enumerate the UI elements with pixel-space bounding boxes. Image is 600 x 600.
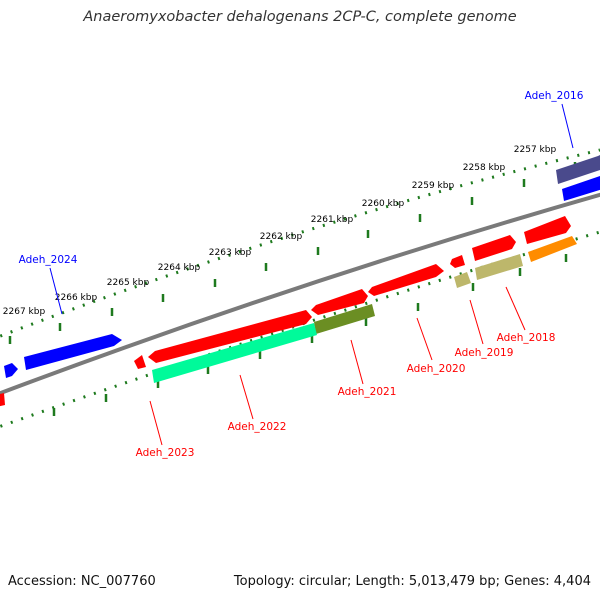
leader-Adeh_2024 <box>49 267 63 315</box>
leader-Adeh_2021 <box>350 339 364 385</box>
gene-small-blue-left[interactable] <box>4 363 18 378</box>
tick-label-2261: 2261 kbp <box>311 215 354 225</box>
tick-label-2262: 2262 kbp <box>260 232 303 242</box>
gene-red-3[interactable] <box>450 255 465 268</box>
gene-red-5[interactable] <box>311 289 368 315</box>
tick-labels: 2257 kbp 2258 kbp 2259 kbp 2260 kbp 2261 kbp… <box>3 145 557 317</box>
label-Adeh_2024: Adeh_2024 <box>19 254 78 266</box>
upper-major-ticks <box>8 162 577 344</box>
gene-Adeh_2024[interactable] <box>24 334 122 370</box>
tick-label-2264: 2264 kbp <box>158 263 201 273</box>
leader-Adeh_2022 <box>239 374 254 420</box>
tick-label-2267: 2267 kbp <box>3 307 46 317</box>
leader-Adeh_2016 <box>561 103 574 149</box>
gene-Adeh_2018[interactable] <box>528 236 577 262</box>
gene-red-edge-left[interactable] <box>0 393 5 407</box>
gene-top-strand-far-right[interactable] <box>556 152 600 184</box>
tick-label-2258: 2258 kbp <box>463 163 506 173</box>
tick-label-2266: 2266 kbp <box>55 293 98 303</box>
gene-Adeh_2019[interactable] <box>475 254 523 280</box>
label-Adeh_2020: Adeh_2020 <box>407 363 466 375</box>
gene-small-khaki[interactable] <box>454 272 471 288</box>
leader-Adeh_2019 <box>469 299 484 345</box>
leader-Adeh_2020 <box>416 317 433 361</box>
gene-Adeh_2022[interactable] <box>152 323 317 383</box>
label-Adeh_2019: Adeh_2019 <box>455 347 514 359</box>
topology-text: Topology: circular; Length: 5,013,479 bp… <box>233 574 591 589</box>
accession-text: Accession: NC_007760 <box>8 574 156 589</box>
tick-label-2260: 2260 kbp <box>362 199 405 209</box>
label-Adeh_2018: Adeh_2018 <box>497 332 556 344</box>
gene-Adeh_2021[interactable] <box>314 304 375 334</box>
tick-label-2259: 2259 kbp <box>412 181 455 191</box>
map-title: Anaeromyxobacter dehalogenans 2CP-C, com… <box>83 9 517 25</box>
upper-tick-ring <box>0 148 600 338</box>
gene-red-4[interactable] <box>368 264 444 296</box>
gene-red-6[interactable] <box>148 310 312 363</box>
label-Adeh_2016: Adeh_2016 <box>525 90 584 102</box>
tick-label-2265: 2265 kbp <box>107 278 150 288</box>
label-Adeh_2022: Adeh_2022 <box>228 421 287 433</box>
genome-backbone <box>0 192 600 396</box>
leader-Adeh_2023 <box>149 400 163 446</box>
gene-top-strand-right-blue[interactable] <box>562 174 600 201</box>
leader-Adeh_2018 <box>505 286 526 331</box>
tick-label-2263: 2263 kbp <box>209 248 252 258</box>
gene-red-small-left[interactable] <box>134 355 146 369</box>
label-Adeh_2021: Adeh_2021 <box>338 386 397 398</box>
gene-red-2[interactable] <box>472 235 516 261</box>
label-Adeh_2023: Adeh_2023 <box>136 447 195 459</box>
tick-label-2257: 2257 kbp <box>514 145 557 155</box>
gene-red-1[interactable] <box>524 216 571 244</box>
